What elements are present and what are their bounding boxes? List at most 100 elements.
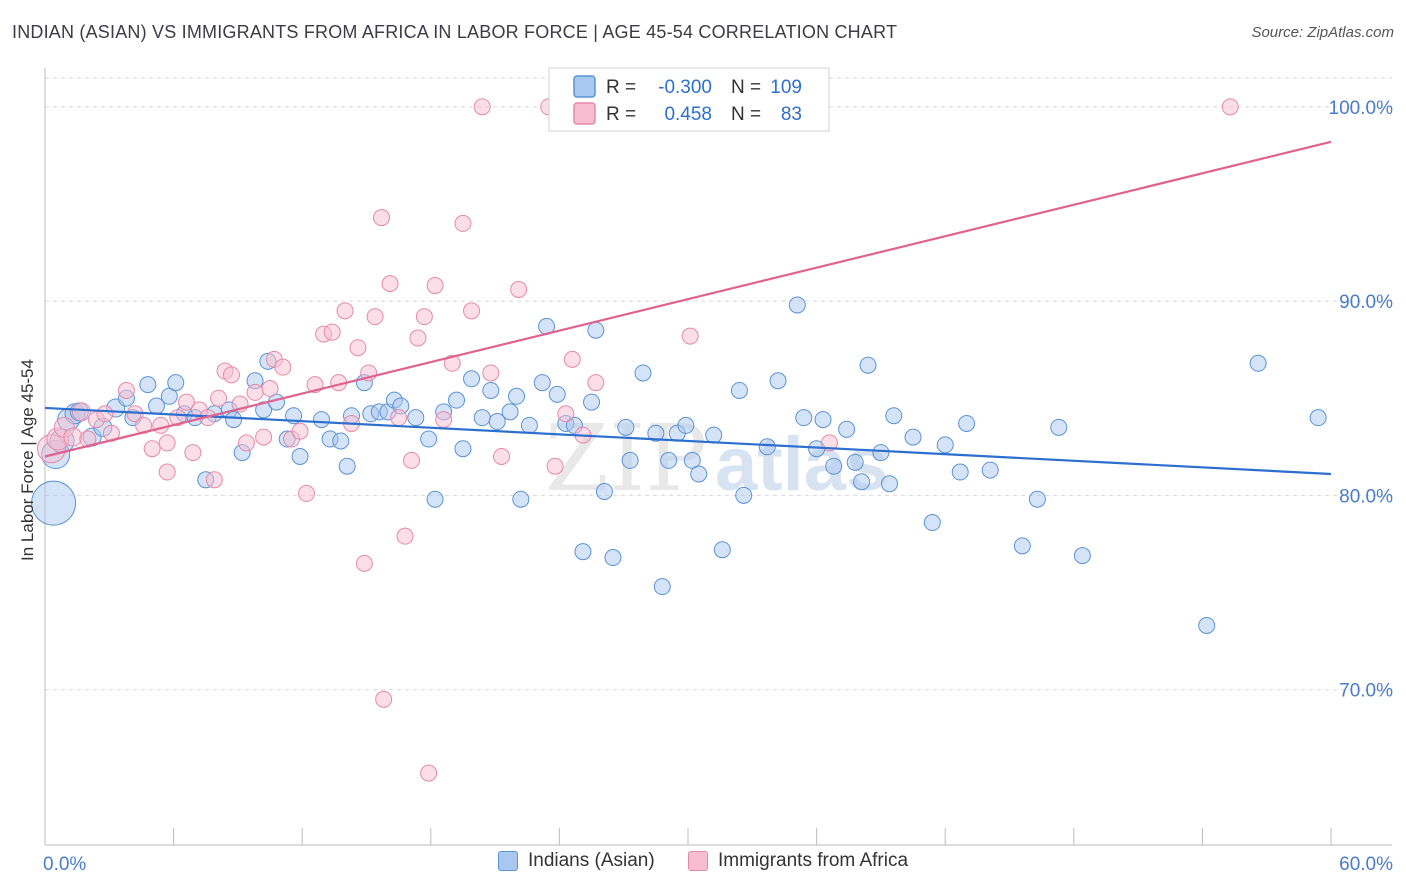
africa-point [454,214,472,232]
africa-point [587,374,605,392]
legend-label-indians: Indians (Asian) [527,850,655,871]
africa-point [349,339,367,357]
africa-point [355,554,373,572]
africa-point [373,209,391,227]
indians-point [1013,537,1031,555]
indians-point [936,436,954,454]
indians-point [604,549,622,567]
legend-r-value-1: -0.300 [658,77,712,98]
indians-point [769,372,787,390]
africa-point [557,405,575,423]
indians-point [690,465,708,483]
x-tick-label: 0.0% [43,854,86,875]
africa-point [1221,98,1239,116]
africa-point [237,434,255,452]
indians-point [482,381,500,399]
legend-n-label-2: N = [731,104,761,125]
indians-point [583,393,601,411]
legend-item-indians: Indians (Asian) [497,850,655,872]
africa-point [158,463,176,481]
indians-point [488,413,506,431]
indians-point [838,420,856,438]
indians-point [225,411,243,429]
africa-point [261,380,279,398]
indians-point [872,444,890,462]
indians-point [713,541,731,559]
legend-r-label-2: R = [606,104,636,125]
data-points [31,98,1327,782]
x-tick-label: 60.0% [1339,854,1393,875]
indians-point [705,426,723,444]
indians-point [139,376,157,394]
legend-swatch-pink [573,102,596,125]
series-legend: Indians (Asian) Immigrants from Africa [0,850,1406,877]
africa-point [291,422,309,440]
indians-point [853,473,871,491]
africa-point [443,354,461,372]
africa-point [409,329,427,347]
indians-point [958,414,976,432]
africa-point [117,381,135,399]
africa-point [420,764,438,782]
tick-labels: 70.0% 80.0% 90.0% 100.0% 0.0% 60.0% [43,98,1393,875]
indians-point [617,418,635,436]
africa-point [184,444,202,462]
africa-point [435,411,453,429]
africa-point [63,427,83,447]
legend-r-label-1: R = [606,77,636,98]
indians-point [951,463,969,481]
africa-point [403,451,421,469]
africa-point [205,471,223,489]
indians-point [167,374,185,392]
africa-point [681,327,699,345]
indians-point [904,428,922,446]
indians-point [788,296,806,314]
indians-point [501,403,519,421]
legend-r-value-2: 0.458 [664,104,712,125]
africa-point [323,323,341,341]
indians-point [520,416,538,434]
indians-point [595,482,613,500]
indians-point [31,480,77,526]
chart-title: INDIAN (ASIAN) VS IMMIGRANTS FROM AFRICA… [12,22,898,42]
indians-trend-line [44,406,1332,476]
legend-n-label-1: N = [731,77,761,98]
africa-point [255,428,273,446]
indians-point [814,411,832,429]
africa-point [336,302,354,320]
indians-point [880,475,898,493]
grid-lines [45,77,1392,691]
indians-point [683,451,701,469]
africa-point [71,402,91,422]
indians-point [448,391,466,409]
legend-n-value-1: 109 [770,77,802,98]
indians-point [795,409,813,427]
indians-point [825,457,843,475]
africa-point [143,440,161,458]
indians-point [420,430,438,448]
africa-point [210,389,228,407]
y-tick-label: 100.0% [1329,98,1394,119]
africa-point [177,393,195,411]
africa-point [152,416,170,434]
indians-point [312,411,330,429]
indians-point [160,387,178,405]
indians-point [981,461,999,479]
indians-point [653,578,671,596]
y-tick-label: 70.0% [1339,681,1393,702]
legend-n-value-2: 83 [781,104,802,125]
legend-item-africa: Immigrants from Africa [687,850,908,872]
africa-point [510,280,528,298]
africa-point [381,275,399,293]
y-axis-label: In Labor Force | Age 45-54 [18,359,37,561]
africa-point [222,366,240,384]
indians-point [291,448,309,465]
indians-point [1309,409,1327,427]
indians-point [634,364,652,382]
africa-point [297,484,315,502]
indians-point [1050,418,1068,436]
indians-point [647,424,665,442]
indians-point [1073,547,1091,565]
indians-point [454,440,472,458]
